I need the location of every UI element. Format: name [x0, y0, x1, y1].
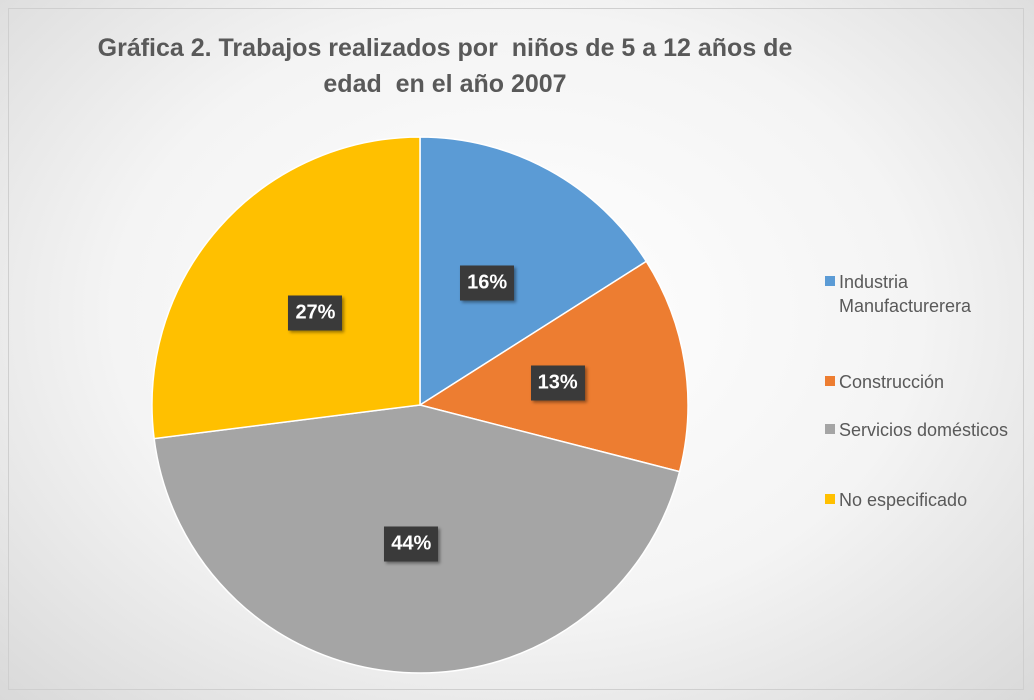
legend-item: Industria Manufacturerera — [825, 270, 1025, 318]
chart-title: Gráfica 2. Trabajos realizados por niños… — [97, 34, 800, 98]
legend-label: Construcción — [839, 372, 945, 392]
pie-slice — [419, 136, 648, 407]
legend-swatch — [825, 376, 835, 386]
legend-label: No especificado — [839, 490, 968, 510]
legend-item: Construcción — [825, 370, 1025, 394]
data-label: 13% — [530, 365, 585, 401]
legend-label: Industria Manufacturerera — [839, 272, 972, 316]
data-label: 27% — [288, 295, 343, 331]
chart-frame — [8, 8, 1024, 690]
legend-item: Servicios domésticos — [825, 418, 1025, 442]
legend-swatch — [825, 494, 835, 504]
pie-slice — [151, 136, 421, 440]
legend-swatch — [825, 424, 835, 434]
legend-item: No especificado — [825, 488, 1025, 512]
data-label: 44% — [384, 526, 439, 562]
data-label: 16% — [460, 265, 515, 301]
legend-label: Servicios domésticos — [839, 420, 1009, 440]
legend-swatch — [825, 276, 835, 286]
